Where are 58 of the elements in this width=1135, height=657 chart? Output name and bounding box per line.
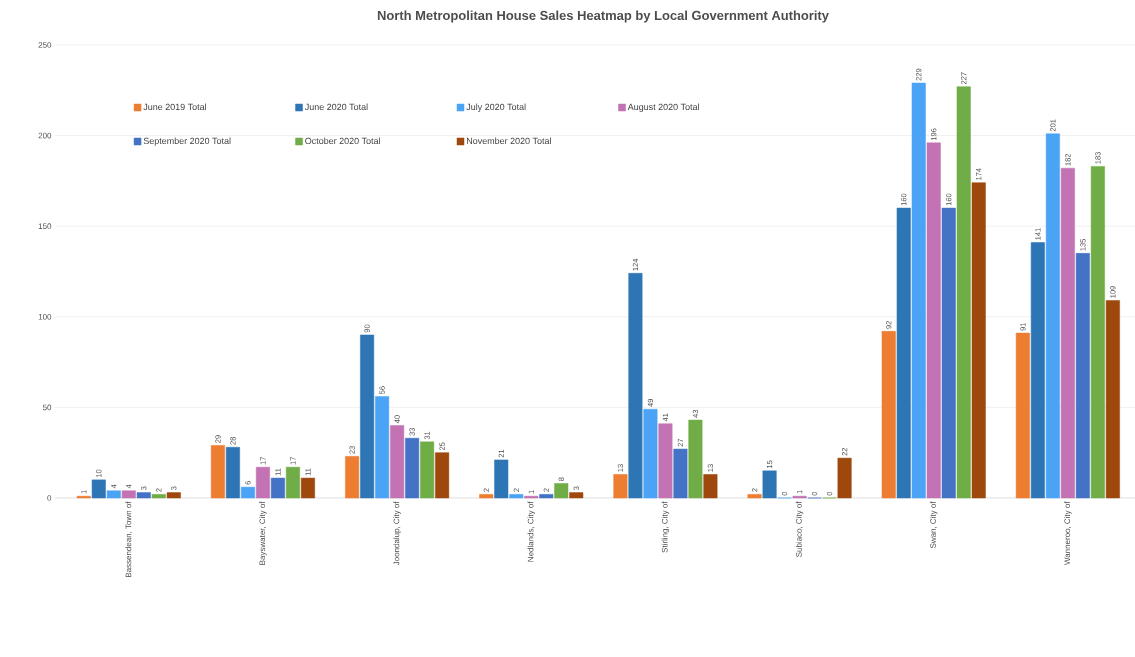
bar	[509, 494, 524, 499]
legend-label: November 2020 Total	[467, 137, 551, 145]
bar	[390, 425, 405, 499]
bar	[762, 470, 777, 499]
bar	[1060, 167, 1075, 499]
bar	[285, 466, 300, 499]
bar	[1105, 300, 1120, 499]
legend-label: June 2020 Total	[304, 103, 368, 111]
legend-label: July 2020 Total	[466, 103, 526, 112]
bar	[628, 273, 643, 499]
bar	[136, 492, 151, 499]
bar	[210, 445, 225, 499]
bar	[166, 492, 181, 499]
bar	[1045, 133, 1060, 499]
bar	[896, 207, 911, 499]
chart-title: North Metropolitan House Sales Heatmap by Local Government Authority	[377, 10, 829, 23]
bar	[837, 457, 852, 499]
bar	[539, 494, 554, 499]
bar	[1030, 242, 1045, 499]
bar	[688, 419, 703, 499]
bar	[643, 408, 658, 499]
bar	[121, 490, 136, 499]
bar	[956, 86, 971, 499]
bar	[658, 423, 673, 499]
bar	[435, 452, 450, 499]
legend-label: October 2020 Total	[305, 137, 380, 145]
bar	[375, 396, 390, 499]
bar	[911, 82, 926, 499]
bar	[703, 474, 718, 499]
bar	[494, 459, 509, 499]
bar	[1015, 332, 1030, 499]
bar	[91, 479, 106, 499]
bar	[1090, 166, 1105, 499]
bar	[971, 182, 986, 499]
bar	[106, 490, 121, 499]
bar	[554, 483, 569, 499]
bar	[405, 437, 420, 499]
bar	[270, 477, 285, 499]
bar	[225, 447, 240, 499]
bar	[881, 331, 896, 499]
bar	[360, 334, 375, 499]
bar	[941, 207, 956, 499]
bar	[747, 494, 762, 499]
bar	[240, 486, 255, 499]
bar	[1075, 253, 1090, 499]
bar	[151, 494, 166, 499]
legend-label: June 2019 Total	[143, 103, 206, 111]
bar	[345, 456, 360, 499]
bar	[300, 477, 315, 499]
bar	[420, 441, 435, 499]
bar	[255, 466, 270, 499]
legend-label: September 2020 Total	[143, 137, 231, 146]
bar	[613, 474, 628, 499]
bar	[479, 494, 494, 499]
legend-label: August 2020 Total	[627, 103, 699, 112]
bar	[673, 448, 688, 499]
bar	[926, 142, 941, 499]
bar	[569, 492, 584, 499]
